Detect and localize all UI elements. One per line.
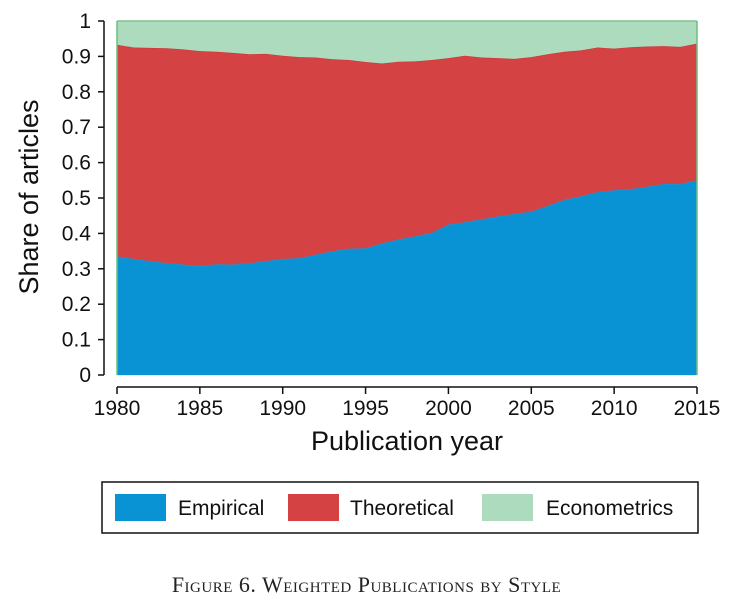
y-tick-label: 0.6 bbox=[62, 152, 91, 175]
legend: Empirical Theoretical Econometrics bbox=[101, 481, 699, 534]
legend-swatch-empirical bbox=[115, 494, 166, 521]
x-tick-label: 2005 bbox=[508, 397, 555, 420]
x-tick-label: 2000 bbox=[425, 397, 472, 420]
area-theoretical bbox=[117, 43, 697, 266]
y-tick-label: 0.1 bbox=[62, 329, 91, 352]
stacked-area-chart: 1980 1985 1990 1995 2000 2005 2010 2015 0 0.1 0.2… bbox=[14, 10, 721, 534]
y-tick-label: 0.4 bbox=[62, 222, 92, 245]
y-tick-label: 0.9 bbox=[62, 45, 91, 68]
area-econometrics bbox=[117, 21, 697, 64]
y-axis-title: Share of articles bbox=[14, 99, 44, 294]
figure-caption: Figure 6. Weighted Publications by Style bbox=[171, 572, 562, 597]
y-tick-label: 0.2 bbox=[62, 293, 91, 316]
x-tick-label: 1995 bbox=[342, 397, 389, 420]
legend-label-econometrics: Econometrics bbox=[546, 497, 673, 520]
y-axis: 0 0.1 0.2 0.3 0.4 0.5 0.6 0.7 0.8 0.9 1 bbox=[62, 10, 104, 387]
x-axis: 1980 1985 1990 1995 2000 2005 2010 2015 bbox=[94, 387, 721, 420]
y-tick-label: 0.5 bbox=[62, 187, 91, 210]
x-axis-title: Publication year bbox=[311, 426, 503, 456]
y-tick-label: 0.3 bbox=[62, 258, 91, 281]
x-tick-label: 1980 bbox=[94, 397, 141, 420]
y-tick-label: 1 bbox=[79, 10, 91, 33]
legend-box bbox=[101, 481, 699, 534]
x-tick-label: 2010 bbox=[591, 397, 638, 420]
x-tick-label: 1985 bbox=[176, 397, 223, 420]
x-tick-label: 2015 bbox=[674, 397, 721, 420]
y-tick-label: 0.7 bbox=[62, 116, 91, 139]
legend-label-theoretical: Theoretical bbox=[350, 497, 454, 520]
legend-swatch-econometrics bbox=[482, 494, 533, 521]
legend-label-empirical: Empirical bbox=[178, 497, 264, 520]
area-empirical bbox=[117, 180, 697, 375]
x-tick-label: 1990 bbox=[259, 397, 306, 420]
series-areas bbox=[116, 20, 698, 375]
y-tick-label: 0 bbox=[79, 364, 91, 387]
legend-swatch-theoretical bbox=[288, 494, 339, 521]
y-tick-label: 0.8 bbox=[62, 81, 91, 104]
